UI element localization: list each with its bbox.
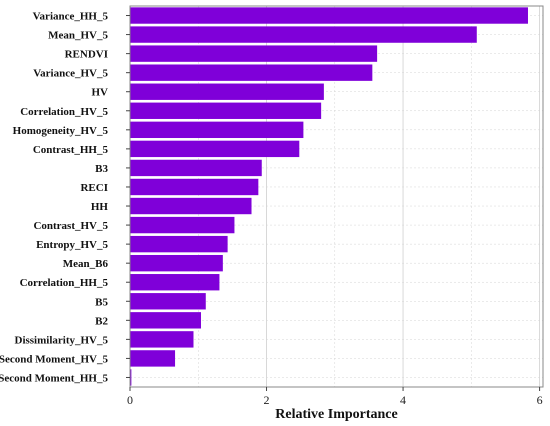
y-tick-label: HH — [91, 201, 109, 213]
bar-mean-hv-5 — [130, 26, 477, 43]
bar-reci — [130, 178, 259, 196]
bar-dissimilarity-hv-5 — [130, 331, 194, 348]
y-tick-label: Contrast_HH_5 — [33, 144, 109, 156]
x-tick-label: 6 — [537, 393, 543, 407]
bar-variance-hv-5 — [130, 64, 373, 81]
bar-hv — [130, 83, 324, 100]
bars — [130, 7, 528, 386]
y-tick-label: Mean_B6 — [63, 258, 109, 270]
bar-hh — [130, 197, 252, 215]
y-tick-label: Dissimilarity_HV_5 — [15, 334, 109, 346]
bar-second-moment-hh-5 — [130, 369, 132, 386]
x-tick-label: 0 — [127, 393, 133, 407]
bar-b5 — [130, 293, 206, 310]
y-tick-label: Correlation_HV_5 — [20, 106, 108, 118]
bar-contrast-hh-5 — [130, 140, 300, 158]
bar-homogeneity-hv-5 — [130, 121, 304, 139]
bar-correlation-hh-5 — [130, 274, 220, 291]
y-tick-label: Homogeneity_HV_5 — [13, 125, 109, 137]
bar-rendvi — [130, 45, 378, 62]
plot-frame — [129, 5, 544, 388]
y-tick-label: B2 — [95, 315, 108, 327]
y-tick-label: Correlation_HH_5 — [20, 277, 109, 289]
x-tick-labels: 0 2 4 6 — [127, 387, 543, 407]
bar-second-moment-hv-5 — [130, 350, 176, 367]
x-tick-label: 2 — [264, 393, 270, 407]
grid-lines — [129, 6, 543, 387]
bar-b3 — [130, 159, 262, 177]
y-tick-label: Variance_HH_5 — [33, 11, 109, 23]
x-axis-title: Relative Importance — [275, 407, 397, 422]
y-tick-label: Contrast_HV_5 — [33, 220, 108, 232]
y-tick-label: RECI — [80, 182, 108, 194]
y-tick-label: Mean_HV_5 — [48, 30, 108, 42]
y-tick-label: RENDVI — [65, 49, 108, 61]
y-tick-label: B3 — [95, 163, 108, 175]
y-tick-label: Entropy_HV_5 — [36, 239, 108, 251]
bar-correlation-hv-5 — [130, 102, 322, 119]
bar-variance-hh-5 — [130, 7, 528, 24]
bar-contrast-hv-5 — [130, 216, 235, 234]
y-tick-label: Second Moment_HH_5 — [0, 372, 108, 384]
y-tick-label: HV — [92, 87, 109, 99]
x-tick-label: 4 — [400, 393, 406, 407]
bar-mean-b6 — [130, 254, 223, 272]
y-tick-labels: Variance_HH_5 Mean_HV_5 RENDVI Variance_HV_… — [0, 11, 130, 384]
bar-entropy-hv-5 — [130, 235, 228, 253]
y-tick-label: Second Moment_HV_5 — [0, 353, 108, 365]
y-tick-label: Variance_HV_5 — [33, 68, 108, 80]
y-tick-label: B5 — [95, 296, 108, 308]
bar-b2 — [130, 312, 201, 329]
